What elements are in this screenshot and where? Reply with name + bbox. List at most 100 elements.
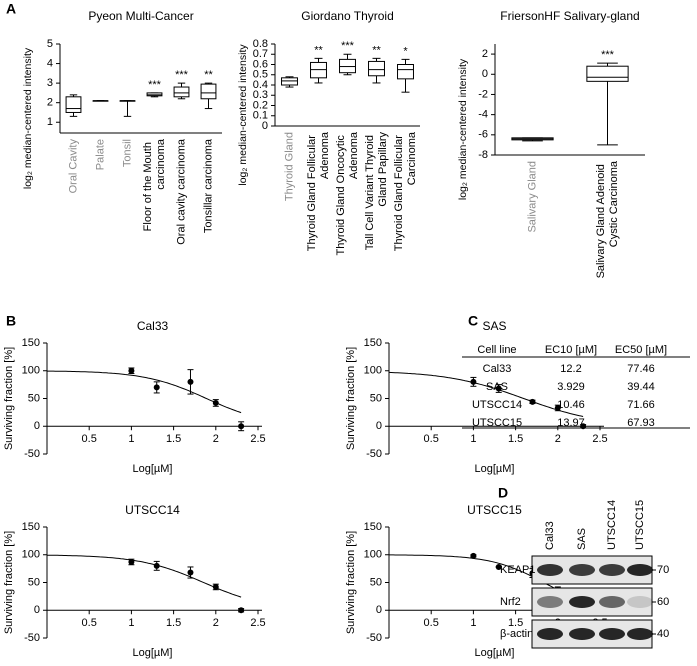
data-point bbox=[529, 398, 536, 405]
x-tick-label: 1.5 bbox=[166, 433, 181, 445]
y-axis-label: Surviving fraction [%] bbox=[345, 531, 357, 634]
y-tick-label: 0 bbox=[262, 120, 268, 132]
y-tick-label: 150 bbox=[22, 337, 40, 349]
y-tick-label: -50 bbox=[366, 448, 382, 460]
x-tick-label: Floor of the Mouth carcinoma bbox=[142, 138, 167, 231]
chart-title: UTSCC15 bbox=[467, 503, 522, 517]
x-tick-label: 1 bbox=[128, 617, 134, 629]
y-axis-label: Surviving fraction [%] bbox=[3, 531, 15, 634]
data-point bbox=[187, 569, 194, 576]
band bbox=[627, 628, 653, 640]
x-tick-label: 1 bbox=[128, 433, 134, 445]
x-tick-label: 2 bbox=[213, 617, 219, 629]
band bbox=[537, 628, 563, 640]
y-tick-label: 4 bbox=[47, 57, 53, 69]
y-tick-label: 0 bbox=[34, 604, 40, 616]
y-tick-label: 2 bbox=[47, 97, 53, 109]
band bbox=[569, 564, 595, 576]
x-axis-label: Log[µM] bbox=[475, 463, 515, 475]
y-tick-label: 50 bbox=[28, 576, 40, 588]
y-tick-label: 100 bbox=[22, 365, 40, 377]
band bbox=[599, 596, 625, 608]
marker-label: 70 bbox=[657, 564, 669, 576]
x-tick-label: 2.5 bbox=[250, 433, 265, 445]
y-tick-label: 150 bbox=[364, 521, 382, 533]
row-label: β-actin bbox=[500, 628, 533, 640]
band bbox=[537, 564, 563, 576]
data-point bbox=[212, 583, 219, 590]
y-axis-label: Surviving fraction [%] bbox=[345, 347, 357, 450]
data-point bbox=[212, 399, 219, 406]
y-tick-label: 0.3 bbox=[253, 89, 268, 101]
y-tick-label: 150 bbox=[364, 337, 382, 349]
y-tick-label: 50 bbox=[28, 392, 40, 404]
y-axis-label: log₂ median-centered intensity bbox=[22, 47, 34, 189]
lane-label: SAS bbox=[576, 528, 588, 550]
x-tick-label: Tonsil bbox=[121, 139, 133, 167]
marker-label: 60 bbox=[657, 596, 669, 608]
data-point bbox=[495, 563, 502, 570]
y-tick-label: 0.5 bbox=[253, 69, 268, 81]
x-tick-label: 0.5 bbox=[424, 433, 439, 445]
y-tick-label: 100 bbox=[364, 549, 382, 561]
data-point bbox=[554, 404, 561, 411]
y-tick-label: 0 bbox=[376, 420, 382, 432]
x-tick-label: 2.5 bbox=[592, 433, 607, 445]
band bbox=[537, 596, 563, 608]
x-tick-label: Thyroid Gland Follicular Carcinoma bbox=[393, 131, 418, 251]
x-tick-label: Oral Cavity bbox=[67, 139, 79, 194]
x-tick-label: Thyroid Gland bbox=[283, 132, 295, 201]
y-tick-label: -50 bbox=[24, 632, 40, 644]
x-tick-label: 1 bbox=[470, 617, 476, 629]
data-point bbox=[470, 378, 477, 385]
y-tick-label: 50 bbox=[370, 576, 382, 588]
x-tick-label: Palate bbox=[94, 139, 106, 170]
data-point bbox=[495, 385, 502, 392]
y-tick-label: 0.4 bbox=[253, 79, 268, 91]
y-axis-label: Surviving fraction [%] bbox=[3, 347, 15, 450]
data-point bbox=[187, 378, 194, 385]
y-tick-label: -50 bbox=[24, 448, 40, 460]
panel-label: A bbox=[6, 1, 16, 17]
y-tick-label: -6 bbox=[478, 129, 488, 141]
box bbox=[368, 60, 385, 77]
x-tick-label: 2 bbox=[555, 433, 561, 445]
x-tick-label: 1.5 bbox=[508, 617, 523, 629]
x-tick-label: Oral cavity carcinoma bbox=[175, 138, 187, 245]
data-point bbox=[153, 562, 160, 569]
chart-title: Pyeon Multi-Cancer bbox=[88, 9, 193, 23]
table-cell: UTSCC14 bbox=[472, 399, 522, 411]
fit-curve bbox=[389, 554, 584, 601]
x-tick-label: 0.5 bbox=[424, 617, 439, 629]
y-tick-label: -8 bbox=[478, 149, 488, 161]
lane-label: Cal33 bbox=[544, 521, 556, 550]
table-header: EC50 [µM] bbox=[615, 344, 667, 356]
data-point bbox=[153, 384, 160, 391]
box bbox=[310, 61, 327, 79]
row-label: KEAP1 bbox=[500, 564, 535, 576]
band bbox=[599, 564, 625, 576]
data-point bbox=[238, 607, 245, 614]
y-tick-label: 100 bbox=[364, 365, 382, 377]
table-header: EC10 [µM] bbox=[545, 344, 597, 356]
chart-title: SAS bbox=[482, 319, 506, 333]
box bbox=[65, 96, 82, 113]
table-cell: 67.93 bbox=[627, 417, 655, 429]
lane-label: UTSCC14 bbox=[606, 500, 618, 550]
y-tick-label: 0.1 bbox=[253, 110, 268, 122]
x-axis-label: Log[µM] bbox=[475, 647, 515, 659]
chart-title: FriersonHF Salivary-gland bbox=[500, 9, 639, 23]
panel-label: B bbox=[6, 313, 16, 329]
x-tick-label: 2.5 bbox=[250, 617, 265, 629]
x-tick-label: 2 bbox=[213, 433, 219, 445]
band bbox=[627, 596, 653, 608]
x-tick-label: 1 bbox=[470, 433, 476, 445]
y-tick-label: -4 bbox=[478, 109, 488, 121]
panel-label: C bbox=[468, 313, 478, 329]
table-cell: 77.46 bbox=[627, 363, 655, 375]
y-tick-label: -2 bbox=[478, 88, 488, 100]
data-point bbox=[128, 367, 135, 374]
box bbox=[281, 77, 298, 86]
